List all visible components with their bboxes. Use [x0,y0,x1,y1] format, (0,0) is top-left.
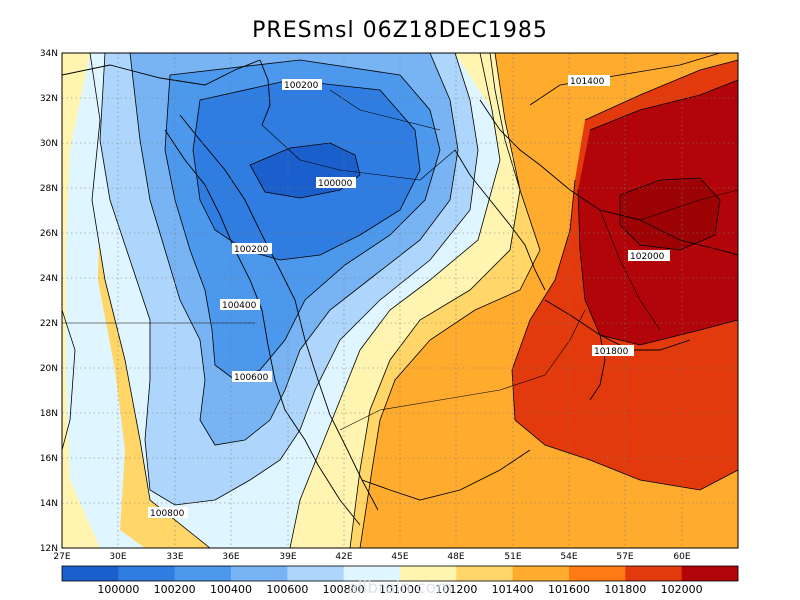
colorbar-label: 100800 [323,583,365,596]
x-tick: 27E [53,552,70,562]
contour-label-100200-south: 100200 [234,245,269,255]
y-tick: 34N [40,49,58,59]
red-sea-west-coast [164,129,361,526]
field-102200 [620,178,720,250]
x-tick: 39E [279,552,296,562]
contour-lines [62,53,738,548]
y-tick: 20N [40,364,58,374]
contour-100000 [249,142,361,199]
colorbar-swatch [400,566,457,581]
contour-100200 [192,79,421,261]
colorbar-swatch [625,566,682,581]
x-tick: 48E [447,552,464,562]
y-tick: 30N [40,139,58,149]
colorbar [61,565,739,582]
y-tick: 32N [40,94,58,104]
x-tick: 42E [335,552,352,562]
colorbar-swatch [231,566,288,581]
colorbar-label: 100200 [154,583,196,596]
colorbar-swatch [512,566,570,581]
contour-label-100800: 100800 [150,509,185,519]
y-tick: 24N [40,274,58,284]
colorbar-swatch [681,566,739,581]
levant-coast [259,59,271,126]
y-tick: 26N [40,229,58,239]
x-tick: 57E [616,552,633,562]
colorbar-label: 101800 [604,583,646,596]
contour-100800 [99,53,479,506]
map-title: PRESmsl 06Z18DEC1985 [252,18,548,43]
field-101000-west [66,53,150,548]
contour-label-100600: 100600 [234,373,269,383]
y-axis: 12N 14N 16N 18N 20N 22N 24N 26N 28N 30N … [40,49,58,554]
colorbar-swatch [174,566,232,581]
y-tick: 12N [40,544,58,554]
border-east [639,189,738,221]
pressure-field: 100200 100000 100200 100400 100600 10080… [62,53,738,548]
colorbar-swatch [287,566,344,581]
coastlines [62,59,738,526]
border-iraq [329,89,441,131]
x-tick: 30E [109,552,126,562]
colorbar-swatch [456,566,513,581]
colorbar-label: 100000 [97,583,139,596]
y-tick: 16N [40,454,58,464]
plot-frame [61,52,739,549]
watermark-text: allbrain.com [347,578,453,598]
x-tick: 33E [166,552,183,562]
iran-coast [479,99,738,256]
africa-horn-coast [361,449,531,501]
arabian-sea-coast [544,299,691,351]
y-tick: 14N [40,499,58,509]
x-tick: 54E [560,552,577,562]
x-tick: 51E [504,552,521,562]
border-saudi-yemen [339,374,546,431]
mediterranean-coast [62,59,261,86]
contour-101000 [89,53,501,548]
border-iran-pak [599,209,661,331]
border-lines-arabia [261,124,456,181]
x-tick: 60E [673,552,690,562]
border-oman [544,309,586,376]
y-tick: 22N [40,319,58,329]
colorbar-swatch [62,566,119,581]
x-tick: 45E [391,552,408,562]
colorbar-label: 100600 [266,583,308,596]
contour-100600 [129,53,459,446]
contour-label-102000: 102000 [630,252,665,262]
contour-100400 [164,59,441,381]
field-101200-east [290,53,520,548]
colorbar-label: 101600 [548,583,590,596]
contour-label-100400: 100400 [222,301,257,311]
red-sea-east-coast [179,114,379,511]
contour-label-101400: 101400 [570,77,605,87]
colorbar-swatch [569,566,626,581]
contour-label-100200-north: 100200 [284,81,319,91]
contour-labels: 100200 100000 100200 100400 100600 10080… [148,75,670,519]
contour-label-101800: 101800 [594,347,629,357]
colorbar-swatch [343,566,401,581]
colorbar-label: 102000 [661,583,703,596]
colorbar-label: 101200 [435,583,477,596]
y-tick: 28N [40,184,58,194]
y-tick: 18N [40,409,58,419]
contour-101200 [62,53,521,548]
x-tick: 36E [222,552,239,562]
colorbar-label: 101000 [379,583,421,596]
contour-label-100000: 100000 [318,179,353,189]
contour-102000 [619,177,721,251]
colorbar-frame [61,565,739,582]
arabian-gulf-coast [454,149,546,291]
contour-101400 [359,53,721,548]
colorbar-label: 100400 [210,583,252,596]
colorbar-label: 101400 [492,583,534,596]
x-axis: 27E 30E 33E 36E 39E 42E 45E 48E 51E 54E … [53,552,690,562]
graticule [62,53,738,548]
colorbar-swatch [118,566,175,581]
contour-101600 [511,59,738,491]
colorbar-labels: 100000 100200 100400 100600 100800 101000 1012… [97,583,702,596]
